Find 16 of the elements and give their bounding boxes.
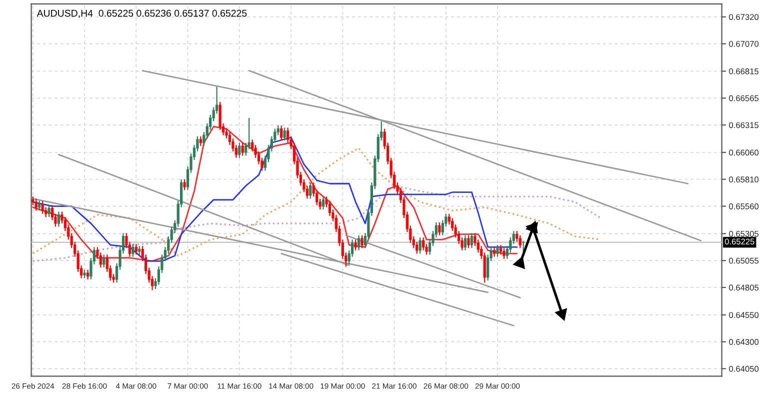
y-tick-label: 0.67070: [729, 40, 759, 47]
y-tick-label: 0.65810: [729, 176, 759, 182]
y-tick-label: 0.64050: [729, 366, 759, 372]
ref-line-label: 0.65225: [724, 238, 754, 244]
y-tick-label: 0.65055: [729, 258, 759, 264]
y-tick-label: 0.64300: [729, 338, 759, 345]
y-tick-label: 0.66315: [729, 122, 759, 128]
y-tick-label: 0.65560: [729, 203, 759, 210]
y-tick-label: 0.66565: [729, 95, 759, 102]
y-tick-label: 0.64550: [729, 312, 759, 318]
y-tick-label: 0.64805: [729, 284, 759, 291]
y-tick-label: 0.65305: [729, 230, 759, 237]
y-tick-label: 0.66815: [729, 68, 759, 74]
y-tick-label: 0.66060: [729, 150, 759, 156]
y-tick-label: 0.67320: [729, 14, 759, 20]
text: AUDUSD,H4 0.65225 0.65236 0.65137 0.65225: [36, 10, 247, 18]
